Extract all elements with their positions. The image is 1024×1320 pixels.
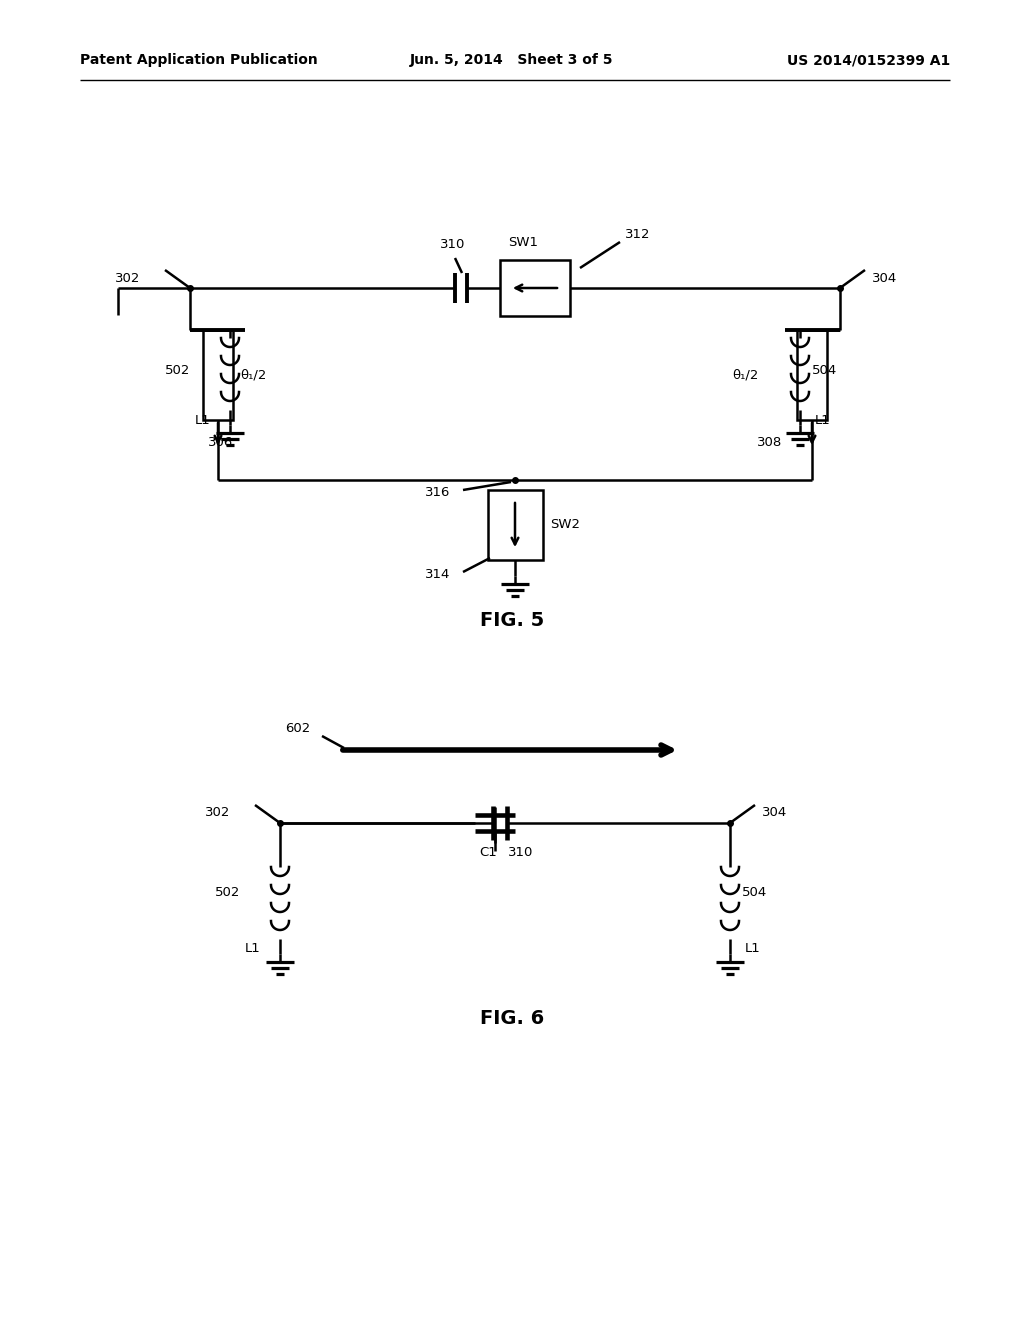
Text: 304: 304 <box>762 807 787 820</box>
Text: L1: L1 <box>195 413 211 426</box>
Text: 502: 502 <box>165 363 190 376</box>
Text: 304: 304 <box>872 272 897 285</box>
Text: US 2014/0152399 A1: US 2014/0152399 A1 <box>786 53 950 67</box>
Text: 302: 302 <box>115 272 140 285</box>
Text: 602: 602 <box>285 722 310 734</box>
Text: 316: 316 <box>425 486 451 499</box>
Text: 310: 310 <box>440 239 465 252</box>
Text: L1: L1 <box>745 942 761 956</box>
Text: L1: L1 <box>245 942 261 956</box>
Text: 504: 504 <box>742 886 767 899</box>
Text: 314: 314 <box>425 569 451 582</box>
Bar <box>488 490 543 560</box>
Text: 306: 306 <box>208 436 233 449</box>
Text: FIG. 6: FIG. 6 <box>480 1010 544 1028</box>
Bar <box>203 330 233 420</box>
Text: 302: 302 <box>205 807 230 820</box>
Text: θ₁/2: θ₁/2 <box>732 368 759 381</box>
Bar <box>797 330 827 420</box>
Text: SW2: SW2 <box>550 519 580 532</box>
Text: C1: C1 <box>479 846 497 859</box>
Bar <box>500 260 570 315</box>
Text: FIG. 5: FIG. 5 <box>480 610 544 630</box>
Text: 504: 504 <box>812 363 838 376</box>
Text: L1: L1 <box>815 413 830 426</box>
Text: SW1: SW1 <box>508 235 538 248</box>
Text: 310: 310 <box>508 846 534 859</box>
Text: Jun. 5, 2014   Sheet 3 of 5: Jun. 5, 2014 Sheet 3 of 5 <box>411 53 613 67</box>
Text: θ₁/2: θ₁/2 <box>240 368 266 381</box>
Text: Patent Application Publication: Patent Application Publication <box>80 53 317 67</box>
Text: 502: 502 <box>215 886 241 899</box>
Text: 308: 308 <box>757 436 782 449</box>
Text: 312: 312 <box>625 228 650 242</box>
